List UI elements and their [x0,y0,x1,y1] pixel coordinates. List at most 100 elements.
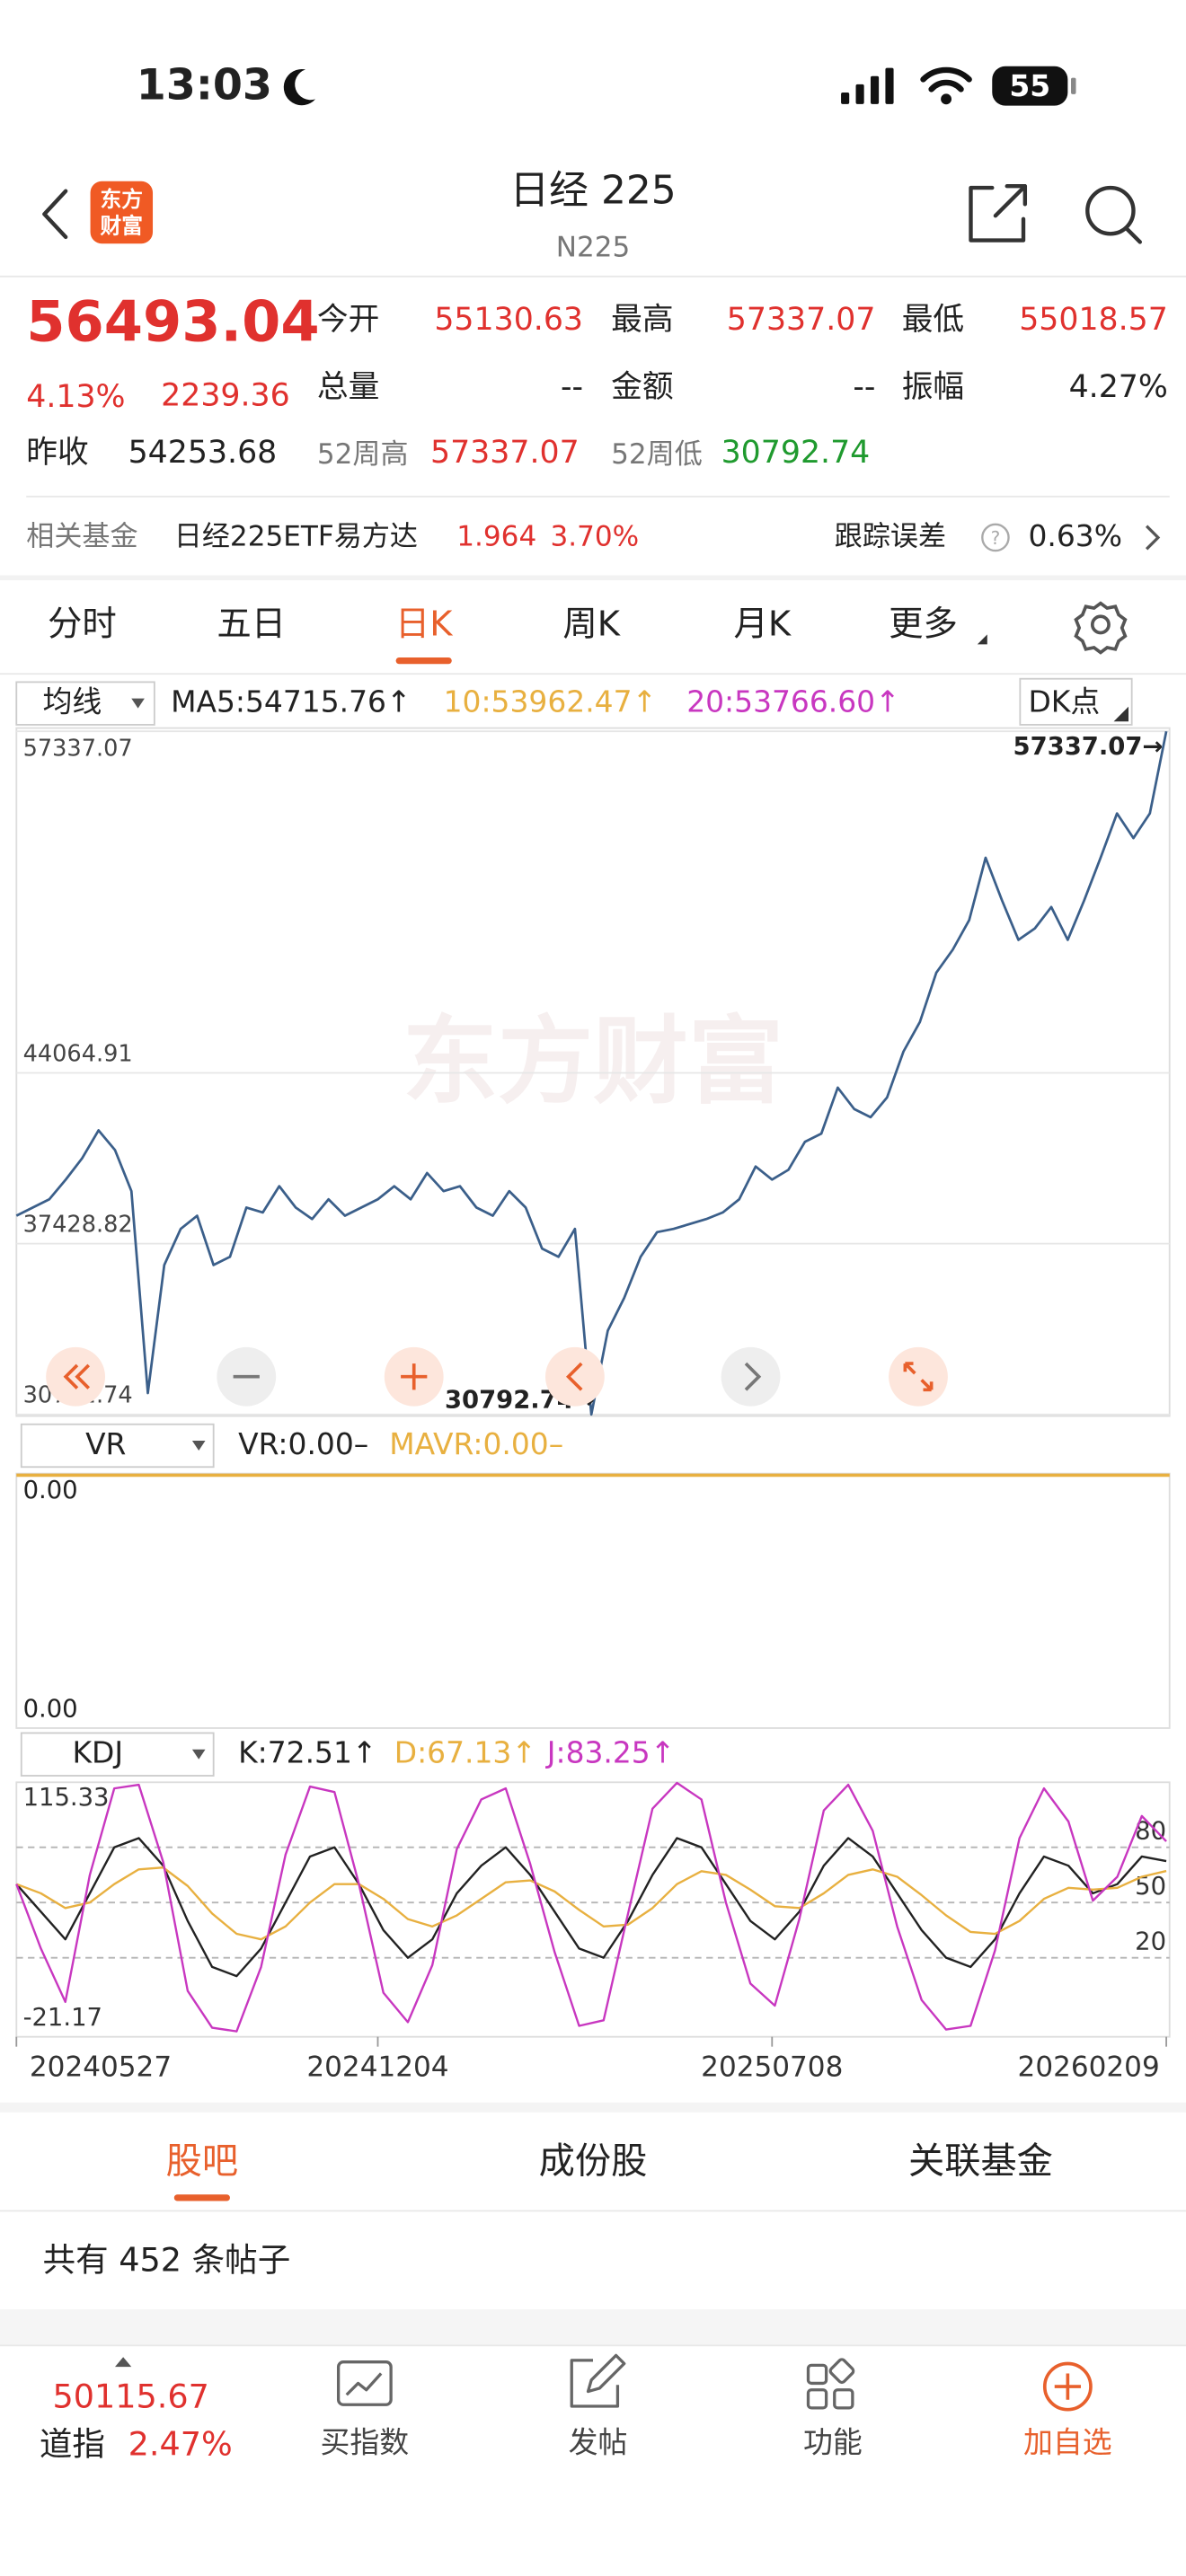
dk-label: DK点 [1028,684,1100,719]
legend-entry: K:72.51↑ [238,1735,376,1770]
post-icon[interactable] [570,2353,626,2408]
period-tab[interactable]: 月K [734,604,792,645]
axis-label: 0.00 [23,1695,78,1723]
icon [744,1362,762,1391]
add-watch-icon[interactable] [1042,2361,1093,2412]
index-name: 道指 [40,2424,105,2463]
indicator-selector[interactable] [15,681,155,726]
battery-tip [1071,77,1076,94]
period-tab[interactable]: 更多 [889,604,958,645]
field-value: -- [853,369,875,405]
divider [0,575,1186,581]
max-annotation: 57337.07→ [1013,733,1164,761]
fund-price: 1.964 [456,520,536,552]
help-icon[interactable] [981,523,1010,552]
fund-name[interactable]: 日经225ETF易方达 [174,520,418,552]
index-value: 50115.67 [53,2377,209,2415]
field-label: 最低 [902,302,964,338]
y-tick-label: 20 [1135,1928,1166,1956]
share-button[interactable] [969,184,1028,243]
kdj-legend: K:72.51↑ D:67.13↑ J:83.25↑ [238,1735,675,1770]
icon [903,1362,934,1392]
tracking-label: 跟踪误差 [835,520,946,552]
tracking-value: 0.63% [1028,518,1122,553]
content-tab[interactable]: 关联基金 [908,2140,1053,2182]
settings-button[interactable] [1074,601,1128,655]
field-value: 4.27% [1069,369,1168,405]
series-line [15,1781,1167,2033]
field-label: 昨收 [26,435,88,471]
field-value: -- [561,369,583,405]
expand-arrow[interactable] [114,2357,132,2368]
icon [63,1363,91,1389]
period-tab[interactable]: 分时 [48,604,117,645]
action-label[interactable]: 买指数 [321,2425,410,2460]
chart-controls [46,1346,948,1407]
indicator-selector[interactable] [20,1732,215,1777]
page-subtitle: N225 [556,232,631,264]
help-icon-glyph: ? [991,527,1001,549]
x-tick-label: 20250708 [701,2051,843,2083]
period-tab[interactable]: 周K [562,604,620,645]
field-value: 57337.07 [727,302,876,338]
dropdown-arrow [191,1749,206,1760]
field-label: 52周低 [611,438,703,471]
app-logo [90,181,154,244]
field-value: 54253.68 [128,435,278,471]
change-amount: 2239.36 [161,377,290,413]
field-label: 最高 [611,302,673,338]
x-tick-label: 20240527 [30,2051,172,2083]
buy-index-icon[interactable] [336,2360,393,2406]
y-tick-label: 37428.82 [23,1212,133,1239]
function-icon[interactable] [806,2358,855,2410]
dk-button[interactable] [1019,677,1133,726]
kdj-panel [15,1781,1171,2038]
selector-label: KDJ [72,1735,123,1770]
chevron[interactable] [1145,525,1161,551]
action-label[interactable]: 功能 [803,2425,863,2460]
scroll-left[interactable] [544,1346,605,1407]
y-tick-label: 57337.07 [23,735,133,762]
field-label: 金额 [611,369,673,405]
last-price: 56493.04 [26,289,319,355]
status-time: 13:03 [137,61,272,110]
field-value: 55130.63 [434,302,583,338]
indicator-selector[interactable] [20,1423,215,1469]
field-value: 30792.74 [721,435,871,471]
signal-icon [841,67,894,104]
action-label[interactable]: 发帖 [569,2425,628,2460]
field-label: 总量 [317,369,379,405]
field-value: 57337.07 [430,435,580,471]
date-axis: 20240527 20241204 20250708 20260209 [15,2036,1167,2083]
moon-icon [283,68,316,106]
divider [0,2102,1186,2113]
series-line [15,1837,1167,1978]
fullscreen[interactable] [889,1346,948,1407]
content-tab-active[interactable]: 股吧 [166,2140,238,2182]
icon [401,1363,428,1390]
watermark: 东方财富 [403,1007,783,1117]
price-layer: 30792.7437428.8244064.9157337.0757337.07… [15,730,1170,1416]
scroll-right[interactable] [721,1346,781,1407]
content-tab[interactable]: 成份股 [539,2140,648,2182]
dropdown-arrow [131,698,145,709]
field-value: 55018.57 [1019,302,1168,338]
divider [0,2309,1186,2346]
y-limit-label: -21.17 [23,2004,102,2032]
dropdown-arrow [191,1441,206,1451]
y-tick-label: 44064.91 [23,1040,133,1067]
search-button[interactable] [1085,185,1143,244]
ma-legend: 10:53962.47↑ [444,684,657,719]
selector-label: 均线 [43,684,102,719]
action-label[interactable]: 加自选 [1023,2425,1112,2460]
ma-legend: MA5:54715.76↑ [171,684,411,719]
period-tab[interactable]: 五日 [217,604,286,645]
field-label: 振幅 [902,369,964,405]
tab-underline [173,2194,230,2201]
logo-text: 财富 [101,213,144,238]
period-tab-active[interactable]: 日K [395,604,453,645]
back-button[interactable] [42,189,68,240]
